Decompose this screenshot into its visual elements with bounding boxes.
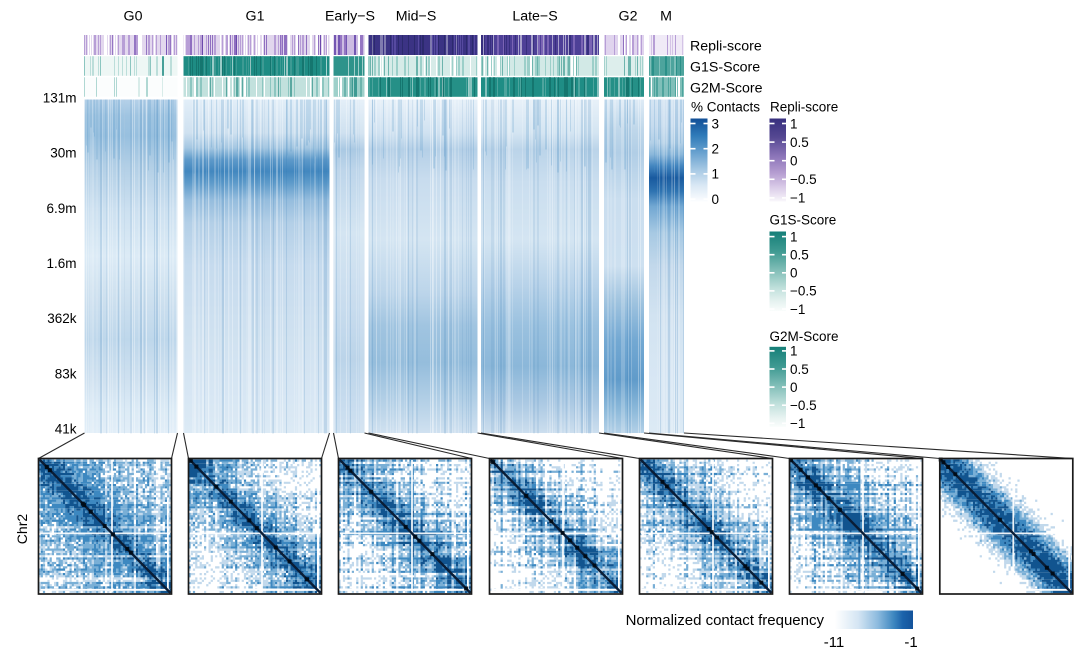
svg-text:G1: G1 xyxy=(246,9,265,25)
svg-text:1.6m: 1.6m xyxy=(46,256,76,271)
svg-text:G1S-Score: G1S-Score xyxy=(770,213,837,228)
svg-text:−0.5: −0.5 xyxy=(790,398,817,413)
svg-text:1: 1 xyxy=(790,116,798,131)
svg-text:0.5: 0.5 xyxy=(790,135,809,150)
svg-text:0: 0 xyxy=(712,192,720,207)
svg-text:1: 1 xyxy=(790,344,798,359)
svg-text:1: 1 xyxy=(790,229,798,244)
svg-text:Repli-score: Repli-score xyxy=(770,100,838,115)
svg-text:30m: 30m xyxy=(50,146,76,161)
svg-text:G2: G2 xyxy=(619,9,638,25)
svg-text:G2M-Score: G2M-Score xyxy=(770,329,839,344)
svg-text:-11: -11 xyxy=(824,634,845,651)
svg-text:0: 0 xyxy=(790,266,798,281)
svg-text:2: 2 xyxy=(712,142,720,157)
svg-text:Late−S: Late−S xyxy=(512,9,557,25)
svg-text:6.9m: 6.9m xyxy=(46,201,76,216)
svg-text:−1: −1 xyxy=(790,191,805,206)
svg-text:362k: 362k xyxy=(47,311,77,326)
svg-text:G1S-Score: G1S-Score xyxy=(690,60,760,76)
svg-text:Mid−S: Mid−S xyxy=(396,9,437,25)
svg-text:−1: −1 xyxy=(790,302,805,317)
svg-text:83k: 83k xyxy=(55,366,77,381)
svg-text:0.5: 0.5 xyxy=(790,362,809,377)
svg-text:−1: −1 xyxy=(790,416,805,431)
svg-text:1: 1 xyxy=(712,167,720,182)
svg-text:Early−S: Early−S xyxy=(325,9,375,25)
svg-text:Chr2: Chr2 xyxy=(14,514,30,545)
svg-text:Normalized contact frequency: Normalized contact frequency xyxy=(626,612,825,629)
svg-text:G2M-Score: G2M-Score xyxy=(690,81,763,97)
svg-text:−0.5: −0.5 xyxy=(790,284,817,299)
svg-text:0: 0 xyxy=(790,154,798,169)
svg-text:Repli-score: Repli-score xyxy=(690,39,762,55)
svg-text:M: M xyxy=(660,9,672,25)
svg-text:0.5: 0.5 xyxy=(790,248,809,263)
svg-text:0: 0 xyxy=(790,380,798,395)
svg-text:−0.5: −0.5 xyxy=(790,172,817,187)
svg-text:131m: 131m xyxy=(43,91,77,106)
svg-text:-1: -1 xyxy=(904,634,917,651)
svg-text:G0: G0 xyxy=(124,9,143,25)
svg-text:3: 3 xyxy=(712,116,720,131)
svg-text:% Contacts: % Contacts xyxy=(691,100,760,115)
svg-text:41k: 41k xyxy=(55,422,77,437)
